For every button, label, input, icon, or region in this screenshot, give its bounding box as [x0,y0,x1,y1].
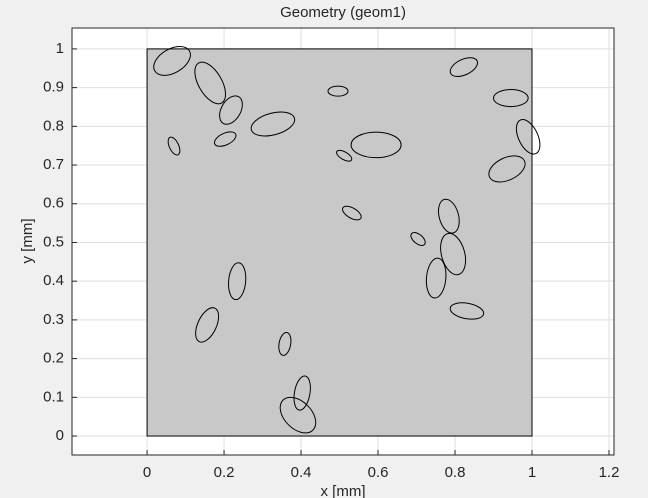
chart-title: Geometry (geom1) [280,4,406,21]
y-tick-label: 0.8 [43,117,64,134]
ellipse [410,231,426,246]
x-tick-label: 1.2 [599,464,620,481]
ellipse [194,61,227,105]
ellipse [336,149,353,162]
ellipse [279,396,317,434]
ellipse [425,257,447,299]
y-tick-label: 0.3 [43,311,64,328]
ellipse [350,131,402,159]
ellipse [228,262,247,301]
x-tick-label: 0.2 [214,464,235,481]
ellipse [449,302,485,320]
ellipse [327,85,349,97]
y-tick-label: 0.5 [43,233,64,250]
ellipse [440,232,467,276]
y-tick-label: 0.4 [43,272,64,289]
ellipse [293,375,311,411]
y-tick-label: 0.9 [43,79,64,96]
ellipse [342,205,362,221]
x-axis-label: x [mm] [321,483,366,498]
ellipse [449,57,479,77]
ellipse [153,45,191,76]
ellipse [219,95,243,125]
ellipse [278,331,292,356]
x-tick-label: 0.8 [445,464,466,481]
y-tick-label: 0.1 [43,388,64,405]
y-tick-label: 0.6 [43,195,64,212]
y-tick-label: 0.7 [43,156,64,173]
domain [146,48,533,437]
ellipse [213,131,237,147]
y-tick-label: 0.2 [43,350,64,367]
x-tick-label: 0.6 [368,464,389,481]
plot-frame [71,27,615,456]
ellipse [195,307,220,343]
x-tick-label: 0.4 [291,464,312,481]
y-tick-label: 0 [56,427,64,444]
ellipse [167,136,181,156]
x-tick-label: 1 [528,464,536,481]
ellipse [250,111,296,137]
x-tick-label: 0 [143,464,151,481]
ellipse [493,89,529,108]
ellipse [437,198,460,234]
ellipse [515,119,541,155]
ellipse [488,155,526,183]
y-axis-label: y [mm] [19,219,36,264]
y-tick-label: 1 [56,40,64,57]
